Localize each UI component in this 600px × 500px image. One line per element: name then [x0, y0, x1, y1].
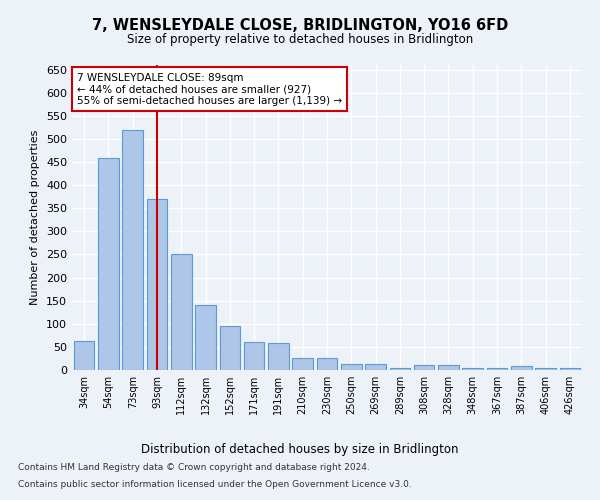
Bar: [389, 368, 410, 370]
Bar: [171, 254, 191, 370]
Text: Distribution of detached houses by size in Bridlington: Distribution of detached houses by size …: [141, 442, 459, 456]
Y-axis label: Number of detached properties: Number of detached properties: [31, 130, 40, 305]
Bar: [195, 306, 216, 370]
Bar: [146, 199, 167, 370]
Bar: [317, 358, 337, 370]
Bar: [268, 343, 289, 370]
Text: Contains public sector information licensed under the Open Government Licence v3: Contains public sector information licen…: [18, 480, 412, 489]
Bar: [560, 368, 580, 370]
Text: 7, WENSLEYDALE CLOSE, BRIDLINGTON, YO16 6FD: 7, WENSLEYDALE CLOSE, BRIDLINGTON, YO16 …: [92, 18, 508, 32]
Bar: [74, 341, 94, 370]
Bar: [414, 366, 434, 370]
Bar: [487, 368, 508, 370]
Text: Size of property relative to detached houses in Bridlington: Size of property relative to detached ho…: [127, 32, 473, 46]
Bar: [220, 326, 240, 370]
Bar: [244, 342, 265, 370]
Bar: [535, 368, 556, 370]
Bar: [438, 366, 459, 370]
Bar: [511, 366, 532, 370]
Bar: [341, 364, 362, 370]
Bar: [292, 358, 313, 370]
Bar: [463, 368, 483, 370]
Text: Contains HM Land Registry data © Crown copyright and database right 2024.: Contains HM Land Registry data © Crown c…: [18, 464, 370, 472]
Text: 7 WENSLEYDALE CLOSE: 89sqm
← 44% of detached houses are smaller (927)
55% of sem: 7 WENSLEYDALE CLOSE: 89sqm ← 44% of deta…: [77, 72, 342, 106]
Bar: [122, 130, 143, 370]
Bar: [365, 364, 386, 370]
Bar: [98, 158, 119, 370]
